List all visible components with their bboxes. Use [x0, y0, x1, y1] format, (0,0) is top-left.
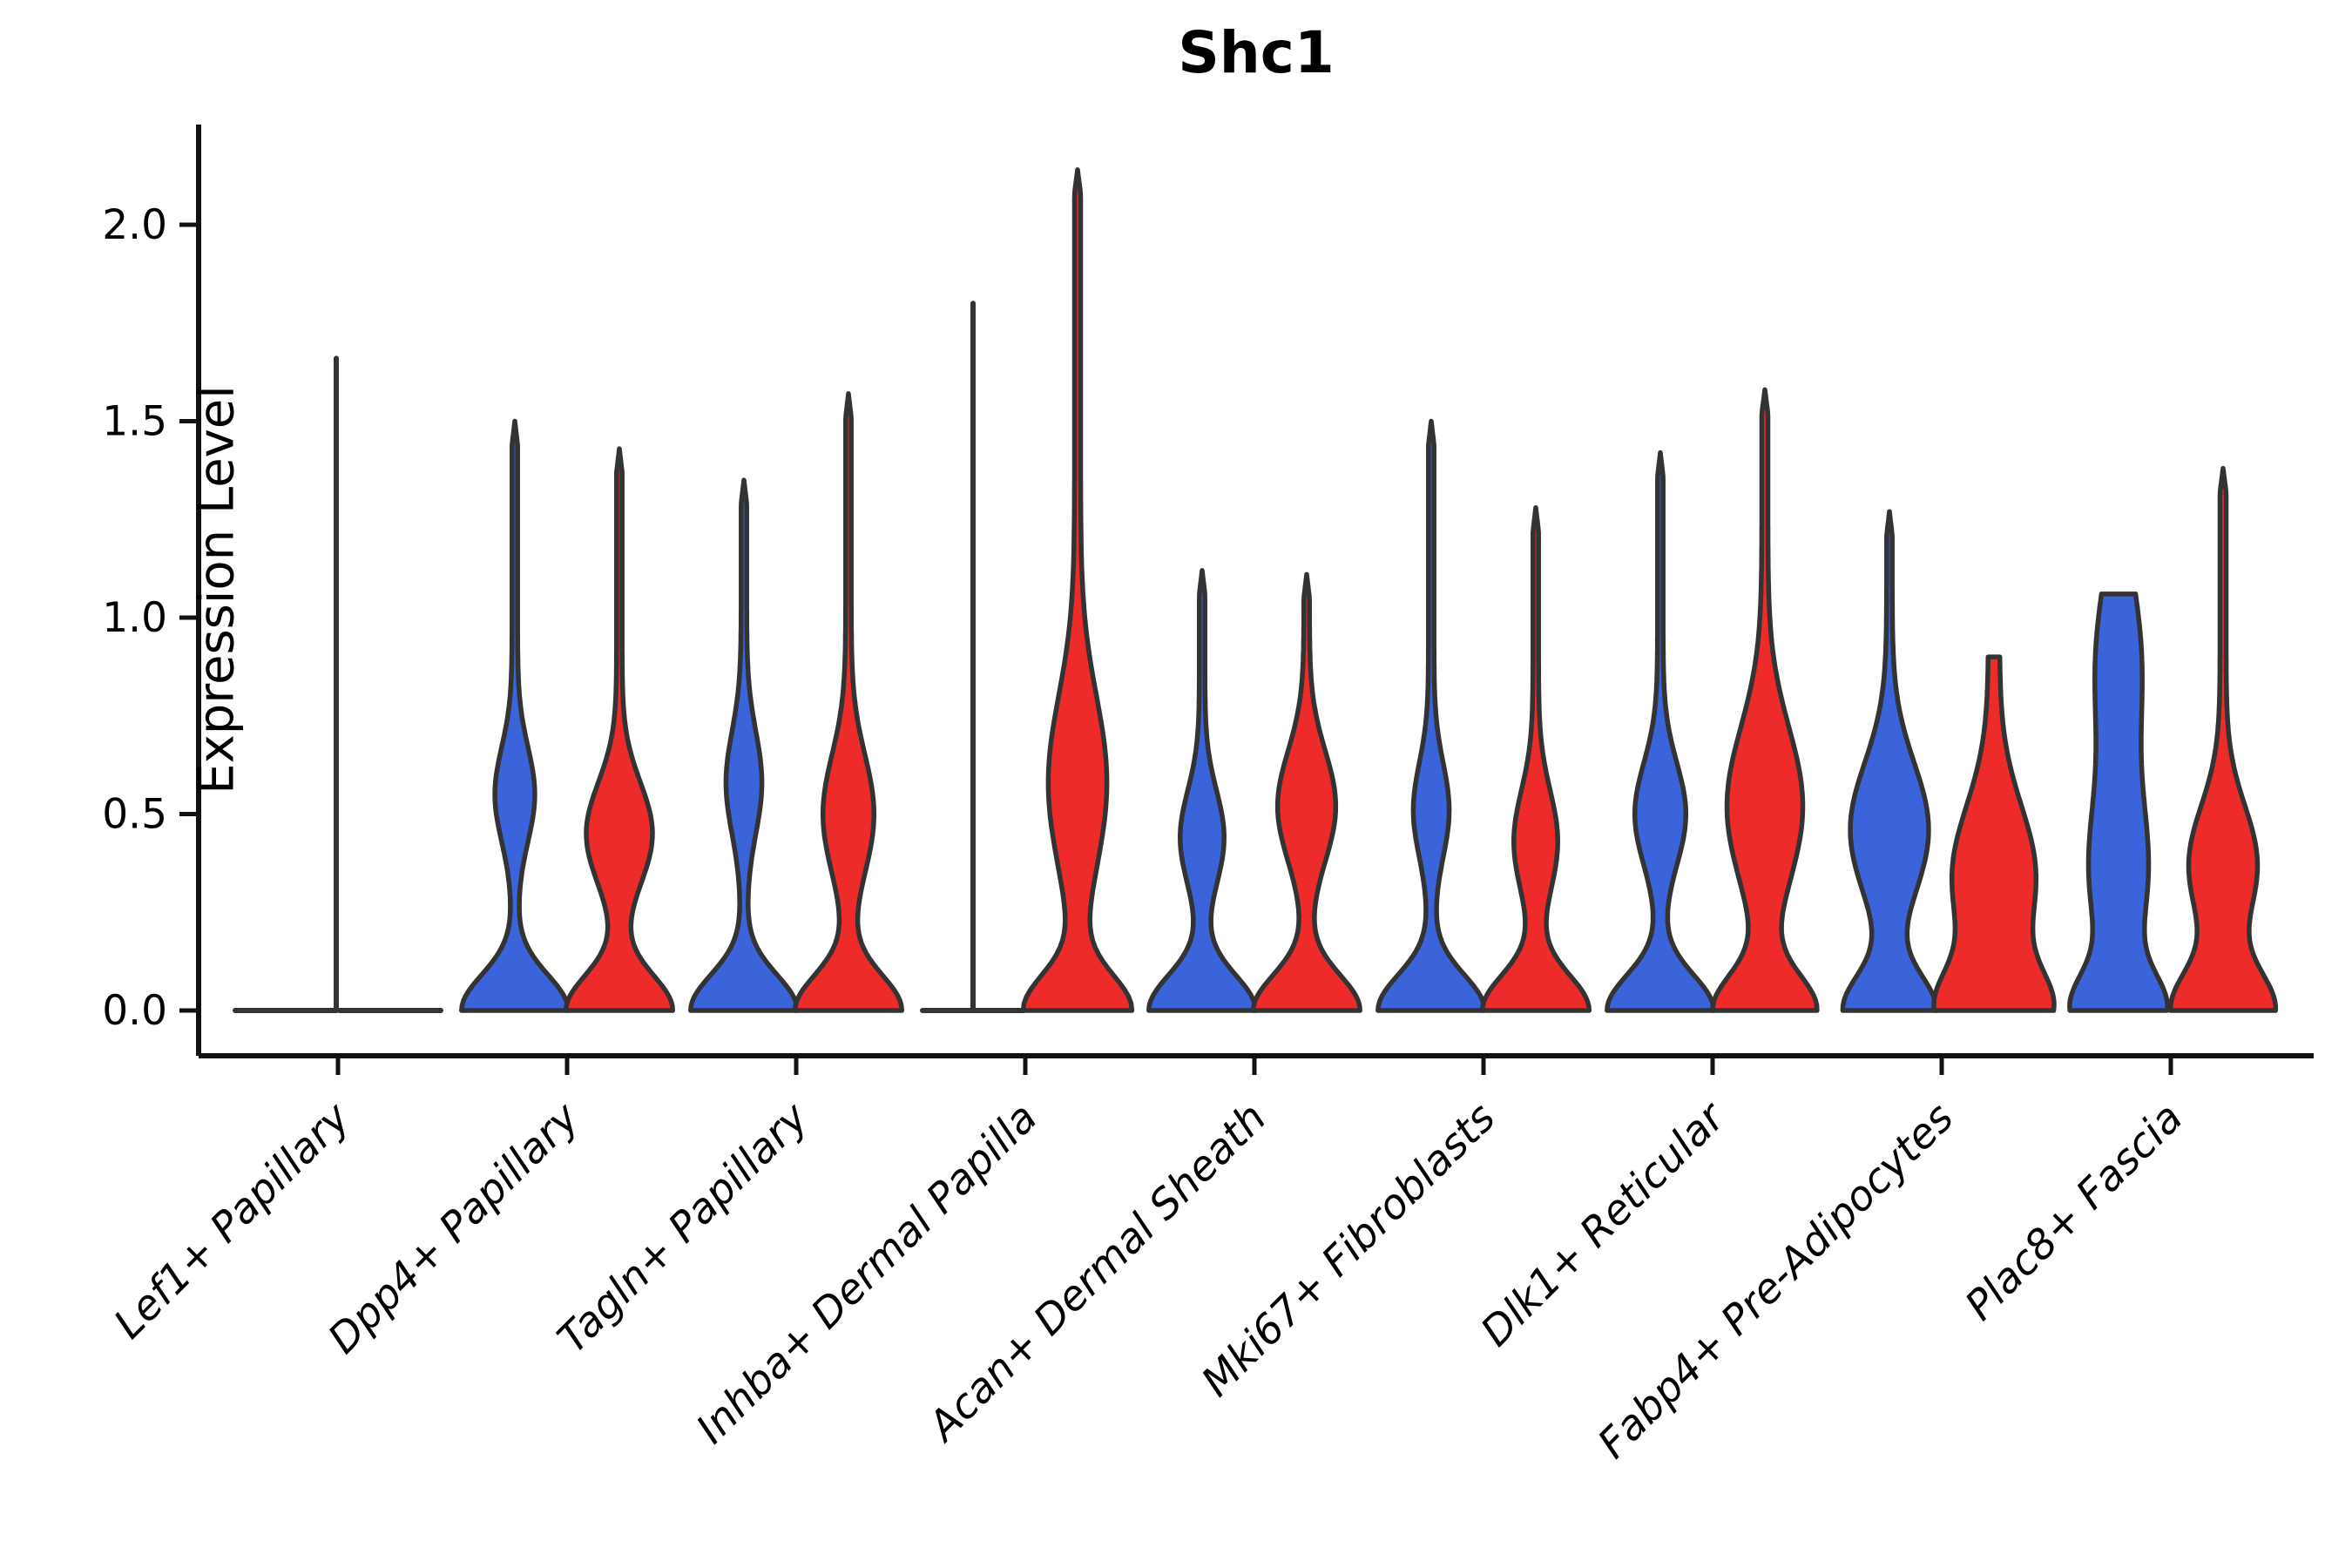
y-tick-label: 0.5: [102, 791, 167, 839]
violin-red-5: [1479, 504, 1592, 1013]
violin-blue-2: [688, 477, 800, 1013]
y-tick-label: 1.0: [102, 594, 167, 642]
y-tick-label: 2.0: [102, 201, 167, 249]
x-category-label: Tagln+ Papillary: [549, 1093, 819, 1363]
y-tick-label: 0.0: [102, 987, 167, 1035]
y-tick-label: 1.5: [102, 398, 167, 446]
violin-red-7: [1931, 654, 2057, 1013]
violin-red-3: [1020, 167, 1135, 1013]
violin-blue-6: [1605, 449, 1716, 1013]
violin-red-4: [1251, 571, 1362, 1013]
violin-blue-1: [459, 418, 571, 1013]
violin-red-1: [563, 446, 676, 1013]
x-category-label: Plac8+ Fascia: [1956, 1094, 2192, 1330]
violin-blue-7: [1840, 509, 1939, 1013]
x-category-label: Dpp4+ Papillary: [319, 1093, 589, 1363]
violin-blue-4: [1146, 568, 1258, 1013]
violin-blue-5: [1375, 418, 1487, 1013]
violin-red-2: [792, 391, 905, 1013]
violin-red-8: [2167, 465, 2279, 1013]
x-category-label: Lef1+ Papillary: [105, 1093, 360, 1348]
violin-red-6: [1710, 387, 1820, 1013]
x-category-label: Dlk1+ Reticular: [1472, 1092, 1736, 1356]
chart-title: Shc1: [1178, 19, 1335, 86]
y-axis-label: Expression Level: [188, 385, 246, 794]
violin-blue-8: [2067, 591, 2170, 1013]
